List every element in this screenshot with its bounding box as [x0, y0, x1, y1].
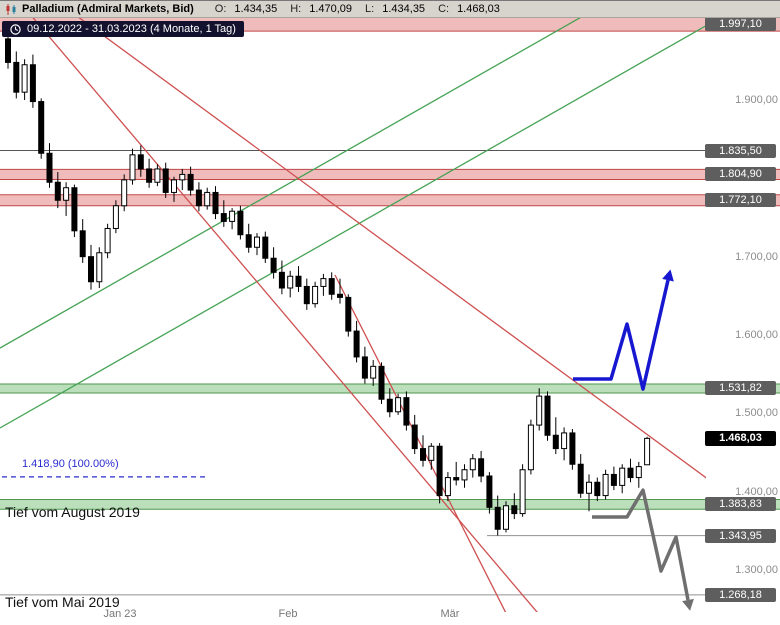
uptrend-line — [0, 16, 585, 349]
high-value: 1.470,09 — [309, 3, 353, 15]
date-range-text: 09.12.2022 - 31.03.2023 (4 Monate, 1 Tag… — [27, 23, 236, 35]
high-label: H: — [290, 3, 302, 15]
price-axis[interactable]: 1.997,10 1.900,00 1.835,50 1.804,90 1.772,10… — [700, 0, 780, 625]
bearish-scenario-arrow — [592, 488, 690, 601]
open-value: 1.434,35 — [234, 3, 278, 15]
price-level-badge: 1.383,83 — [705, 497, 776, 512]
close-value: 1.468,03 — [457, 3, 500, 15]
price-level-badge: 1.772,10 — [705, 193, 776, 208]
axis-price-label: 1.300,00 — [735, 564, 778, 576]
low-may-2019-label: Tief vom Mai 2019 — [5, 594, 120, 610]
axis-price-label: 1.400,00 — [735, 485, 778, 498]
fib-level-label: 1.418,90 (100.00%) — [22, 458, 119, 470]
price-level-badge: 1.835,50 — [705, 143, 776, 158]
bullish-scenario-arrow — [573, 279, 670, 391]
bearish-scenario-arrow-head — [682, 598, 694, 611]
chart-header: Palladium (Admiral Markets, Bid) O: 1.43… — [0, 0, 780, 18]
bullish-scenario-arrow-head — [662, 269, 674, 282]
downtrend-line — [30, 16, 538, 612]
close-label: C: — [438, 3, 450, 15]
candlestick-chart-icon — [5, 3, 17, 16]
axis-price-label: 1.900,00 — [735, 94, 778, 106]
low-label: L: — [365, 3, 375, 15]
low-value: 1.434,35 — [382, 3, 426, 15]
uptrend-line — [0, 24, 706, 429]
instrument-title: Palladium (Admiral Markets, Bid) — [22, 3, 194, 15]
axis-price-label: 1.700,00 — [735, 250, 778, 263]
clock-icon — [10, 23, 21, 35]
axis-price-label: 1.600,00 — [735, 329, 778, 341]
axis-price-label: 1.500,00 — [735, 407, 778, 420]
open-label: O: — [214, 3, 227, 15]
price-level-badge: 1.804,90 — [705, 167, 776, 182]
price-level-badge: 1.531,82 — [705, 381, 776, 396]
low-august-2019-label: Tief vom August 2019 — [5, 504, 140, 520]
candlesticks — [5, 24, 651, 536]
price-level-badge: 1.997,10 — [705, 16, 776, 31]
current-price-badge: 1.468,03 — [705, 431, 776, 447]
price-level-badge: 1.343,95 — [705, 528, 776, 543]
price-level-badge: 1.268,18 — [705, 587, 776, 602]
date-range-bar: 09.12.2022 - 31.03.2023 (4 Monate, 1 Tag… — [2, 21, 244, 37]
downtrend-line — [75, 16, 706, 479]
